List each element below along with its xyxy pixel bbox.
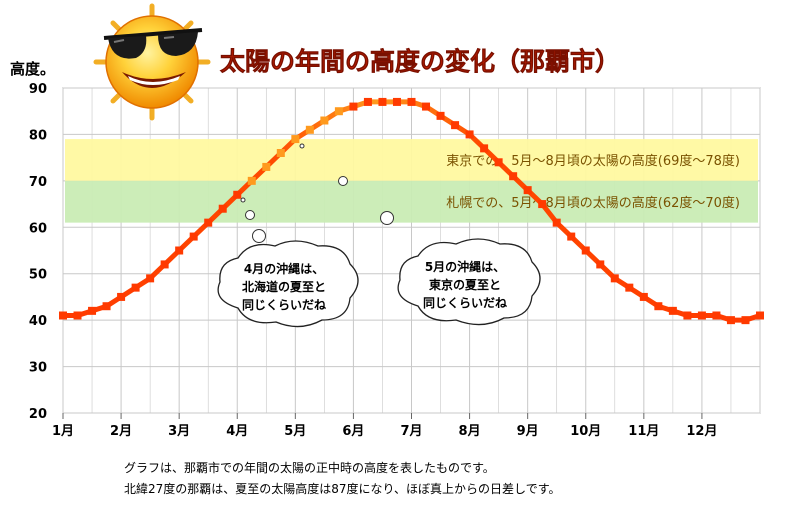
reference-band-label: 東京での、5月〜8月頃の太陽の高度(69度〜78度): [446, 153, 740, 169]
bubble-april-line2: 北海道の夏至と: [242, 279, 326, 294]
data-point: [88, 306, 97, 315]
reference-band: [65, 139, 758, 181]
x-tick-label: 8月: [459, 424, 481, 439]
data-point: [276, 149, 285, 157]
sun-with-sunglasses-icon: [93, 3, 211, 121]
data-point: [451, 121, 460, 130]
data-point: [538, 200, 547, 209]
y-tick-label: 60: [29, 221, 47, 236]
bubble-may-line1: 5月の沖縄は、: [425, 259, 505, 274]
x-tick-label: 3月: [168, 424, 190, 439]
data-point: [596, 260, 605, 269]
data-point: [59, 311, 67, 320]
data-point: [378, 97, 387, 106]
data-point: [363, 97, 372, 106]
data-point: [131, 283, 140, 292]
data-point: [610, 274, 619, 283]
data-point: [422, 102, 431, 111]
y-tick-label: 80: [29, 128, 47, 143]
data-point: [218, 204, 227, 213]
data-point: [625, 283, 634, 292]
x-tick-label: 10月: [570, 424, 601, 439]
data-point: [392, 97, 401, 106]
y-axis-label: 高度。: [10, 60, 55, 78]
data-point: [509, 172, 518, 181]
data-point: [189, 232, 198, 241]
data-point: [334, 107, 343, 116]
x-tick-label: 5月: [284, 424, 306, 439]
reference-band-label: 札幌での、5月〜8月頃の太陽の高度(62度〜70度): [446, 195, 740, 211]
bubble-may-line3: 同じくらいだね: [423, 296, 507, 310]
x-tick-label: 12月: [686, 424, 717, 439]
y-tick-label: 40: [29, 314, 47, 329]
data-point: [349, 102, 358, 111]
data-point: [756, 311, 764, 320]
x-tick-label: 2月: [110, 424, 132, 439]
data-point: [305, 125, 314, 134]
annotation-bubble-april: 4月の沖縄は、 北海道の夏至と 同じくらいだね: [217, 240, 359, 328]
data-point: [668, 306, 677, 315]
data-point: [465, 130, 474, 139]
annotation-bubble-may: 5月の沖縄は、 東京の夏至と 同じくらいだね: [397, 238, 541, 326]
x-tick-label: 4月: [226, 424, 248, 439]
x-axis: 1月 2月 3月 4月 5月 6月 7月 8月 9月 10月 11月 12月: [52, 413, 717, 439]
chart-title: 太陽の年間の高度の変化（那覇市）: [220, 47, 620, 76]
data-point: [639, 292, 648, 301]
bubble-april-line1: 4月の沖縄は、: [244, 261, 324, 276]
y-axis: 20 30 40 50 60 70 80 90: [29, 82, 47, 422]
altitude-series: [59, 97, 764, 325]
data-point: [102, 302, 111, 311]
data-point: [697, 311, 706, 320]
footer-line-2: 北緯27度の那覇は、夏至の太陽高度は87度になり、ほぼ真上からの日差しです。: [124, 481, 561, 496]
data-point: [160, 260, 169, 269]
y-tick-label: 90: [29, 82, 47, 97]
data-point: [741, 316, 750, 325]
data-point: [523, 186, 532, 195]
data-point: [712, 311, 721, 320]
x-tick-label: 6月: [342, 424, 364, 439]
data-point: [726, 316, 735, 325]
data-point: [683, 311, 692, 320]
data-point: [494, 158, 503, 167]
data-point: [436, 111, 445, 120]
data-point: [117, 292, 126, 301]
data-point: [552, 218, 561, 227]
data-point: [73, 311, 82, 320]
data-point: [581, 246, 590, 255]
reference-bands: 東京での、5月〜8月頃の太陽の高度(69度〜78度) 札幌での、5月〜8月頃の太陽…: [65, 139, 758, 223]
data-point: [204, 218, 213, 227]
data-point: [233, 190, 242, 199]
x-tick-label: 11月: [628, 424, 659, 439]
y-tick-label: 70: [29, 175, 47, 190]
x-tick-label: 9月: [517, 424, 539, 439]
data-point: [320, 116, 329, 125]
y-tick-label: 30: [29, 361, 47, 376]
x-tick-label: 1月: [52, 424, 74, 439]
data-point: [407, 97, 416, 106]
data-point: [480, 144, 489, 153]
y-tick-label: 20: [29, 407, 47, 422]
data-point: [146, 274, 155, 283]
thought-bubble-dots: [240, 143, 394, 243]
x-tick-label: 7月: [400, 424, 422, 439]
footer-line-1: グラフは、那覇市での年間の太陽の正中時の高度を表したものです。: [124, 460, 495, 475]
data-point: [262, 162, 271, 171]
data-point: [291, 135, 300, 144]
reference-band: [65, 180, 758, 223]
data-point: [175, 246, 184, 255]
bubble-may-line2: 東京の夏至と: [429, 277, 501, 292]
data-point: [654, 302, 663, 311]
y-tick-label: 50: [29, 268, 47, 283]
data-point: [247, 176, 256, 185]
bubble-april-line3: 同じくらいだね: [242, 298, 326, 312]
data-point: [567, 232, 576, 241]
